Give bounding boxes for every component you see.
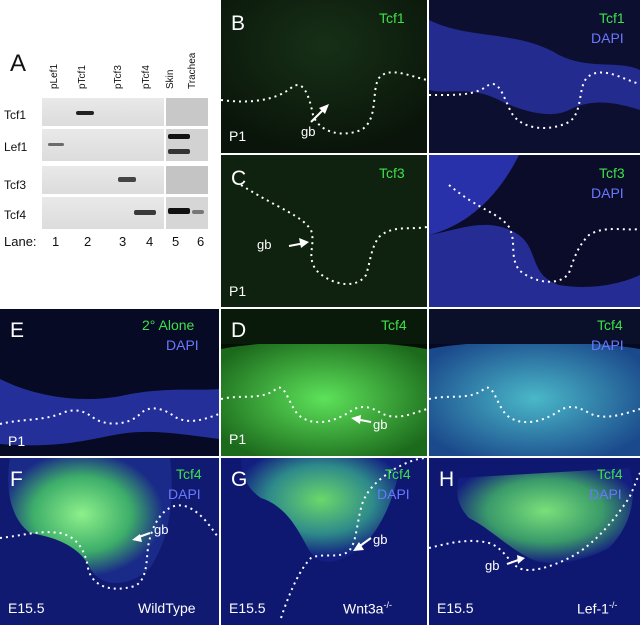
panel-f-letter: F	[10, 468, 23, 491]
panel-d2-counter: DAPI	[591, 337, 624, 353]
panel-d2-marker: Tcf4	[597, 317, 623, 333]
panel-g-genotype: Wnt3a-/-	[343, 600, 392, 617]
panel-h-marker: Tcf4	[597, 466, 623, 482]
panel-e-marker: 2° Alone	[142, 317, 195, 333]
panel-d-image	[221, 309, 427, 456]
panel-a-western-blot: A pLef1 pTcf1 pTcf3 pTcf4 Skin Trachea T…	[0, 0, 220, 305]
lane-number-1: 1	[52, 234, 60, 249]
panel-f-genotype: WildType	[138, 600, 196, 616]
panel-e-letter: E	[10, 319, 25, 342]
panel-e-stage: P1	[8, 433, 26, 449]
panel-h-letter: H	[439, 468, 455, 491]
row-label-lef1: Lef1	[4, 140, 28, 154]
lane-label: Lane:	[4, 234, 37, 249]
panel-c-tcf3-dapi: Tcf3 DAPI	[429, 155, 640, 307]
panel-b2-marker: Tcf1	[599, 10, 625, 26]
panel-g-genotype-name: Wnt3a	[343, 600, 384, 617]
panel-g-letter: G	[231, 468, 248, 491]
panel-g-genotype-sup: -/-	[383, 600, 392, 610]
panel-d-stage: P1	[229, 431, 247, 447]
panel-c-tcf3: C Tcf3 gb P1	[221, 155, 427, 307]
panel-d-arrow-label: gb	[373, 417, 388, 432]
band-lef1-lane5b	[168, 149, 190, 154]
row-label-tcf1: Tcf1	[4, 108, 27, 122]
panel-e-image	[0, 309, 219, 456]
panel-g-counter: DAPI	[377, 486, 410, 502]
panel-g-marker: Tcf4	[385, 466, 411, 482]
band-lef1-lane1	[48, 143, 64, 146]
panel-g-image	[221, 458, 427, 625]
row-label-tcf4: Tcf4	[4, 208, 27, 222]
lane-number-6: 6	[197, 234, 205, 249]
panel-c-dapi-image	[429, 155, 640, 307]
panel-d-tcf4-dapi: Tcf4 DAPI	[429, 309, 640, 456]
panel-b-stage: P1	[229, 128, 247, 144]
panel-c2-marker: Tcf3	[599, 165, 625, 181]
panel-d-dapi-image	[429, 309, 640, 456]
panel-h-arrow-label: gb	[485, 558, 500, 573]
panel-e-secondary-alone: E 2° Alone DAPI P1	[0, 309, 219, 456]
panel-f-stage: E15.5	[8, 600, 45, 616]
band-tcf4-lane4	[134, 210, 156, 215]
band-tcf4-lane5	[168, 208, 190, 214]
panel-g-stage: E15.5	[229, 600, 266, 616]
lane-number-2: 2	[84, 234, 92, 249]
panel-f-marker: Tcf4	[176, 466, 202, 482]
panel-f-counter: DAPI	[168, 486, 201, 502]
band-tcf4-lane6	[192, 210, 204, 214]
panel-c2-counter: DAPI	[591, 185, 624, 201]
band-tcf3-lane3	[118, 177, 136, 182]
panel-g-wnt3a-null: G Tcf4 DAPI gb E15.5 Wnt3a-/-	[221, 458, 427, 625]
band-lef1-lane5a	[168, 134, 190, 139]
panel-h-genotype-name: Lef-1	[577, 600, 609, 617]
panel-c-arrow-label: gb	[257, 237, 272, 252]
panel-f-arrow-label: gb	[154, 522, 169, 537]
panel-d-tcf4: D Tcf4 gb P1	[221, 309, 427, 456]
panel-b2-counter: DAPI	[591, 30, 624, 46]
panel-b-tcf1: B Tcf1 gb P1	[221, 0, 427, 153]
panel-c-letter: C	[231, 167, 247, 190]
panel-g-arrow-label: gb	[373, 532, 388, 547]
panel-b-letter: B	[231, 12, 246, 35]
blot-strips	[42, 98, 208, 229]
panel-d-letter: D	[231, 319, 247, 342]
row-label-tcf3: Tcf3	[4, 178, 27, 192]
panel-f-image	[0, 458, 219, 625]
panel-d-marker: Tcf4	[381, 317, 407, 333]
panel-b-marker: Tcf1	[379, 10, 405, 26]
lane-number-5: 5	[172, 234, 180, 249]
panel-b-arrow-label: gb	[301, 124, 316, 139]
panel-b-image	[221, 0, 427, 153]
panel-e-counter: DAPI	[166, 337, 199, 353]
panel-h-counter: DAPI	[589, 486, 622, 502]
panel-b-dapi-image	[429, 0, 640, 153]
panel-f-wildtype: F Tcf4 DAPI gb E15.5 WildType	[0, 458, 219, 625]
panel-h-image	[429, 458, 640, 625]
lane-number-4: 4	[146, 234, 154, 249]
panel-c-marker: Tcf3	[379, 165, 405, 181]
band-tcf1-lane2	[76, 111, 94, 115]
panel-h-stage: E15.5	[437, 600, 474, 616]
panel-h-lef1-null: H Tcf4 DAPI gb E15.5 Lef-1-/-	[429, 458, 640, 625]
panel-a-letter: A	[10, 50, 27, 77]
panel-h-genotype: Lef-1-/-	[577, 600, 617, 617]
panel-c-stage: P1	[229, 283, 247, 299]
panel-b-tcf1-dapi: Tcf1 DAPI	[429, 0, 640, 153]
lane-number-3: 3	[119, 234, 127, 249]
panel-c-image	[221, 155, 427, 307]
panel-h-genotype-sup: -/-	[608, 600, 618, 610]
